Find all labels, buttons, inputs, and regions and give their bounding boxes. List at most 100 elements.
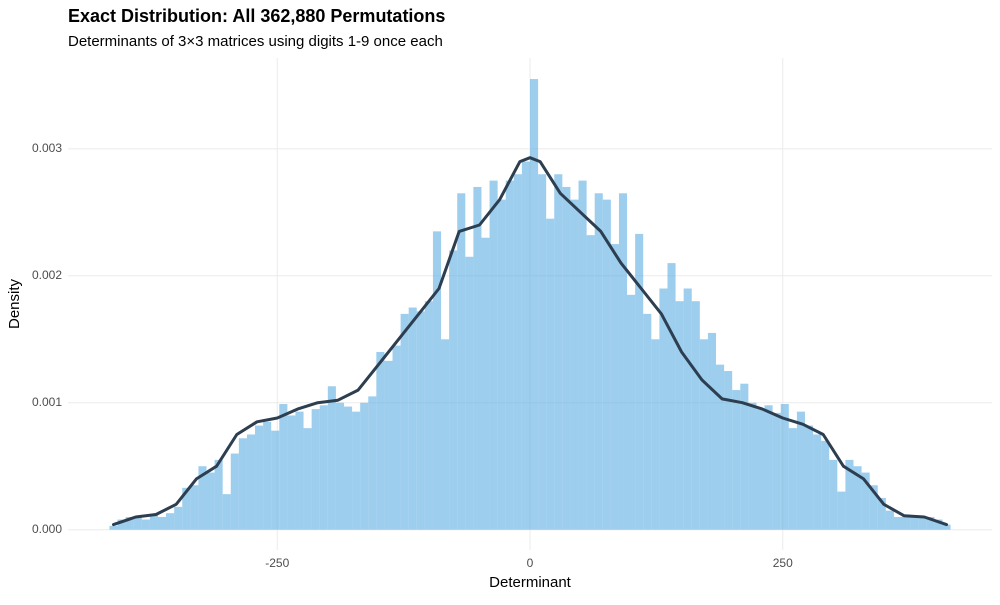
bar [635,233,644,530]
bar [627,294,636,530]
bar [230,453,239,530]
bar [513,174,522,530]
bar [206,472,215,530]
bar [255,425,264,530]
bar [125,516,134,530]
bar [651,339,660,530]
bar [489,180,498,530]
y-tick-label: 0.001 [32,395,62,409]
bar [538,174,547,530]
bar [109,525,118,530]
bar [449,250,458,530]
bar [271,430,280,530]
bar [368,396,377,530]
bar [643,313,652,530]
bar [748,402,757,530]
bar [659,288,668,530]
x-tick-label: -250 [265,556,289,570]
bar [133,516,142,530]
bar [198,466,207,530]
bar [400,313,409,530]
bar [813,434,822,530]
bar [473,186,482,530]
chart-subtitle: Determinants of 3×3 matrices using digit… [68,33,443,50]
bar [756,409,765,530]
bar [691,301,700,530]
bar [716,364,725,530]
bar [772,412,781,530]
bar [384,360,393,530]
bar [869,485,878,530]
bar [465,256,474,530]
bar [166,513,175,530]
bar [117,519,126,530]
bar [926,516,935,530]
bar [392,345,401,530]
bar [182,487,191,530]
bar [279,404,288,530]
bar [408,307,417,530]
bar [861,472,870,530]
bar [416,311,425,530]
y-tick-label: 0.003 [32,141,62,155]
bar [578,180,587,530]
bar [246,434,256,530]
bar [530,79,539,530]
bar [303,428,312,530]
bar [804,425,814,530]
bar [360,402,369,530]
bar [521,161,530,530]
bar [263,421,272,530]
bar [352,411,361,530]
bar [554,174,563,530]
bar [885,510,894,530]
bar [724,371,733,530]
bar [845,459,854,530]
bar [586,235,595,530]
bar [327,386,336,530]
density-curve [112,156,948,527]
bar [287,415,296,530]
bar [699,339,708,530]
chart-title: Exact Distribution: All 362,880 Permutat… [68,6,445,26]
bar [764,405,773,530]
bar [222,494,231,530]
bar [780,404,789,530]
bar [837,491,846,530]
bar [594,193,603,530]
bar [214,459,223,530]
bar [190,485,199,530]
bar [335,402,344,530]
bar [497,199,506,530]
bar [740,383,749,530]
bar [174,506,183,530]
bar [893,516,903,530]
x-tick-label: 0 [527,556,534,570]
bar [295,411,304,530]
bar [796,411,805,530]
bar [853,466,862,530]
bar [918,516,927,530]
bar [311,409,320,530]
bar [788,428,797,530]
bar [505,180,514,530]
bar [157,516,167,530]
bar [432,231,442,530]
y-tick-label: 0.002 [32,268,62,282]
y-axis-title: Density [6,278,23,329]
bar [376,351,385,530]
bar [570,199,579,530]
bar [877,497,886,530]
y-tick-label: 0.000 [32,522,62,536]
bar [934,519,943,530]
bar [829,459,838,530]
bar [424,301,433,530]
bar [942,524,951,530]
bar [141,519,150,530]
bar [610,244,619,530]
bar [732,390,741,530]
bar [821,440,830,530]
x-axis-title: Determinant [489,574,572,591]
bar [618,193,628,530]
bar [457,193,466,530]
